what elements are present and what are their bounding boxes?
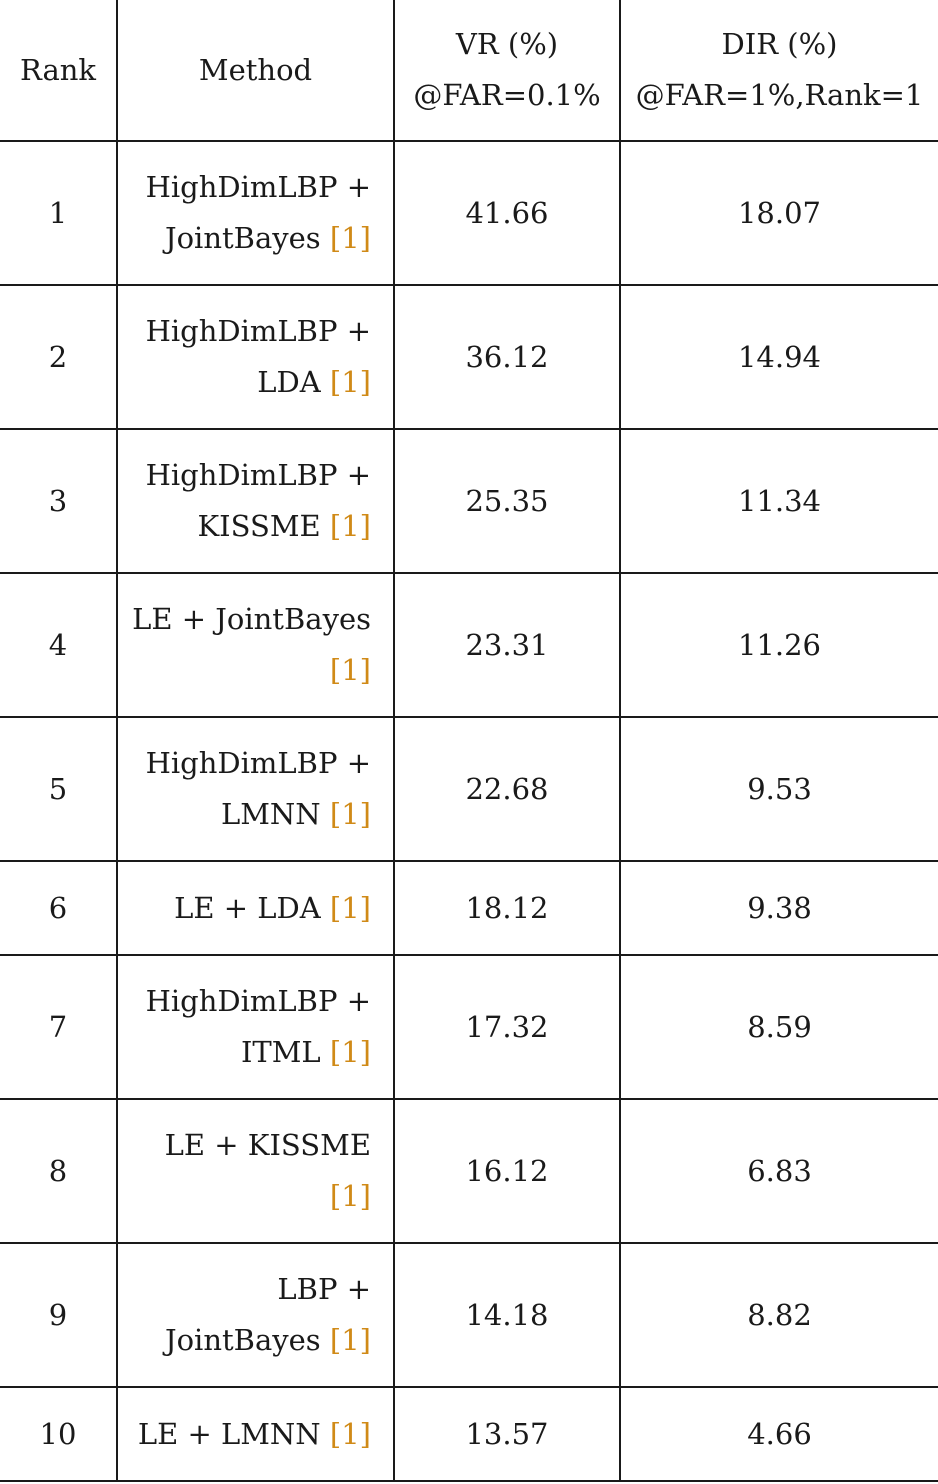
citation-link[interactable]: [1] [329, 365, 371, 399]
citation-link[interactable]: [1] [329, 221, 371, 255]
method-line: ITML [240, 1035, 321, 1069]
vr-cell: 25.35 [393, 428, 621, 574]
table-row: 6 LE + LDA [1] 18.12 9.38 [0, 860, 938, 956]
rank-cell: 3 [0, 428, 118, 574]
method-line: LDA [257, 365, 321, 399]
vr-cell: 41.66 [393, 140, 621, 286]
citation-link[interactable]: [1] [329, 797, 371, 831]
header-row: Rank Method VR (%) @FAR=0.1% DIR (%) @FA… [0, 0, 938, 142]
dir-cell: 14.94 [619, 284, 938, 430]
method-cell: HighDimLBP + JointBayes [1] [116, 140, 395, 286]
method-line: LE + LDA [174, 890, 321, 925]
rank-cell: 7 [0, 954, 118, 1100]
table-row: 7 HighDimLBP + ITML [1] 17.32 8.59 [0, 954, 938, 1100]
method-line: KISSME [197, 509, 321, 543]
table-row: 2 HighDimLBP + LDA [1] 36.12 14.94 [0, 284, 938, 430]
method-cell: LE + KISSME [1] [116, 1098, 395, 1244]
method-cell: HighDimLBP + LMNN [1] [116, 716, 395, 862]
rank-cell: 4 [0, 572, 118, 718]
dir-cell: 8.82 [619, 1242, 938, 1388]
dir-cell: 11.34 [619, 428, 938, 574]
citation-link[interactable]: [1] [329, 1035, 371, 1069]
table-row: 8 LE + KISSME [1] 16.12 6.83 [0, 1098, 938, 1244]
table-row: 5 HighDimLBP + LMNN [1] 22.68 9.53 [0, 716, 938, 862]
table-row: 10 LE + LMNN [1] 13.57 4.66 [0, 1386, 938, 1482]
method-cell: HighDimLBP + ITML [1] [116, 954, 395, 1100]
dir-cell: 4.66 [619, 1386, 938, 1482]
dir-cell: 11.26 [619, 572, 938, 718]
rank-cell: 5 [0, 716, 118, 862]
method-line: HighDimLBP + [145, 984, 371, 1018]
header-vr: VR (%) @FAR=0.1% [393, 0, 621, 142]
citation-link[interactable]: [1] [329, 890, 371, 925]
header-vr-condition: @FAR=0.1% [413, 78, 601, 112]
vr-cell: 18.12 [393, 860, 621, 956]
table-row: 4 LE + JointBayes [1] 23.31 11.26 [0, 572, 938, 718]
method-line: LE + KISSME [164, 1128, 371, 1162]
method-line: JointBayes [164, 1323, 321, 1357]
method-line: LE + JointBayes [132, 602, 371, 636]
method-cell: LE + LDA [1] [116, 860, 395, 956]
method-line: JointBayes [164, 221, 321, 255]
vr-cell: 14.18 [393, 1242, 621, 1388]
dir-cell: 18.07 [619, 140, 938, 286]
method-line: LMNN [220, 797, 321, 831]
citation-link[interactable]: [1] [329, 1323, 371, 1357]
vr-cell: 36.12 [393, 284, 621, 430]
rank-cell: 2 [0, 284, 118, 430]
vr-cell: 23.31 [393, 572, 621, 718]
method-line: LE + LMNN [137, 1416, 321, 1451]
table-row: 1 HighDimLBP + JointBayes [1] 41.66 18.0… [0, 140, 938, 286]
dir-cell: 9.53 [619, 716, 938, 862]
table-body: 1 HighDimLBP + JointBayes [1] 41.66 18.0… [0, 140, 938, 1482]
method-cell: HighDimLBP + KISSME [1] [116, 428, 395, 574]
method-line: LBP + [277, 1272, 371, 1306]
rank-cell: 8 [0, 1098, 118, 1244]
dir-cell: 6.83 [619, 1098, 938, 1244]
dir-cell: 9.38 [619, 860, 938, 956]
citation-link[interactable]: [1] [329, 1416, 371, 1451]
table-row: 3 HighDimLBP + KISSME [1] 25.35 11.34 [0, 428, 938, 574]
vr-cell: 16.12 [393, 1098, 621, 1244]
vr-cell: 22.68 [393, 716, 621, 862]
header-dir-metric: DIR (%) [721, 27, 838, 61]
method-line: HighDimLBP + [145, 170, 371, 204]
rank-cell: 6 [0, 860, 118, 956]
header-rank: Rank [0, 0, 118, 142]
rank-cell: 10 [0, 1386, 118, 1482]
dir-cell: 8.59 [619, 954, 938, 1100]
table-row: 9 LBP + JointBayes [1] 14.18 8.82 [0, 1242, 938, 1388]
vr-cell: 17.32 [393, 954, 621, 1100]
method-cell: LE + JointBayes [1] [116, 572, 395, 718]
rank-cell: 1 [0, 140, 118, 286]
method-cell: LE + LMNN [1] [116, 1386, 395, 1482]
citation-link[interactable]: [1] [329, 653, 371, 687]
header-dir-condition: @FAR=1%,Rank=1 [635, 78, 924, 112]
method-line: HighDimLBP + [145, 458, 371, 492]
method-line: HighDimLBP + [145, 746, 371, 780]
header-dir: DIR (%) @FAR=1%,Rank=1 [619, 0, 938, 142]
method-line: HighDimLBP + [145, 314, 371, 348]
header-method: Method [116, 0, 395, 142]
method-cell: HighDimLBP + LDA [1] [116, 284, 395, 430]
table-header: Rank Method VR (%) @FAR=0.1% DIR (%) @FA… [0, 0, 938, 142]
method-cell: LBP + JointBayes [1] [116, 1242, 395, 1388]
rank-cell: 9 [0, 1242, 118, 1388]
vr-cell: 13.57 [393, 1386, 621, 1482]
citation-link[interactable]: [1] [329, 509, 371, 543]
header-vr-metric: VR (%) [455, 27, 559, 61]
citation-link[interactable]: [1] [329, 1179, 371, 1213]
